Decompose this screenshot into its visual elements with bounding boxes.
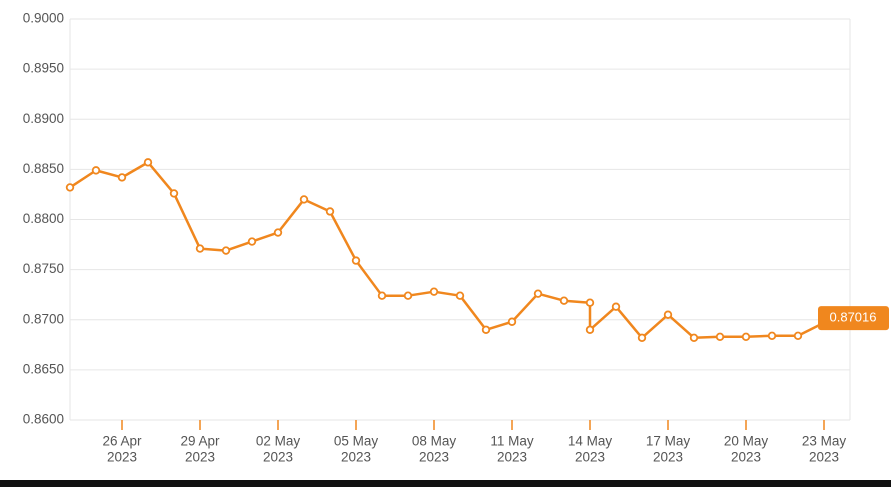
point: [455, 291, 465, 300]
point: [169, 189, 179, 198]
y-tick-label: 0.8800: [23, 211, 64, 226]
x-tick-label: 20 May: [724, 434, 769, 449]
point: [585, 325, 595, 334]
y-tick-label: 0.8850: [23, 161, 64, 176]
x-tick-label: 14 May: [568, 434, 613, 449]
point: [533, 289, 543, 298]
x-tick-label: 23 May: [802, 434, 847, 449]
point: [195, 244, 205, 253]
x-tick-year: 2023: [653, 450, 683, 465]
point: [611, 302, 621, 311]
y-tick-label: 0.8600: [23, 412, 64, 427]
point: [793, 331, 803, 340]
x-tick-year: 2023: [497, 450, 527, 465]
point: [715, 332, 725, 341]
point: [767, 331, 777, 340]
x-tick-year: 2023: [575, 450, 605, 465]
point: [143, 158, 153, 167]
y-tick-label: 0.8650: [23, 361, 64, 376]
y-tick-label: 0.8900: [23, 111, 64, 126]
point: [741, 332, 751, 341]
point: [637, 333, 647, 342]
bottom-bar: [0, 480, 891, 487]
last-value-label: 0.87016: [830, 310, 877, 325]
point: [663, 310, 673, 319]
point: [221, 246, 231, 255]
point: [351, 256, 361, 265]
x-tick-label: 17 May: [646, 434, 691, 449]
point: [117, 173, 127, 182]
x-tick-label: 05 May: [334, 434, 379, 449]
point: [559, 296, 569, 305]
point: [429, 287, 439, 296]
y-tick-label: 0.9000: [23, 11, 64, 26]
y-tick-label: 0.8700: [23, 311, 64, 326]
point: [585, 298, 595, 307]
point: [65, 183, 75, 192]
y-tick-label: 0.8750: [23, 261, 64, 276]
x-tick-year: 2023: [731, 450, 761, 465]
point: [91, 166, 101, 175]
x-tick-year: 2023: [341, 450, 371, 465]
x-tick-year: 2023: [419, 450, 449, 465]
y-tick-label: 0.8950: [23, 61, 64, 76]
x-tick-label: 26 Apr: [102, 434, 142, 449]
x-tick-year: 2023: [185, 450, 215, 465]
x-tick-year: 2023: [107, 450, 137, 465]
point: [403, 291, 413, 300]
x-tick-label: 11 May: [490, 434, 534, 449]
point: [273, 228, 283, 237]
point: [299, 195, 309, 204]
point: [247, 237, 257, 246]
x-tick-year: 2023: [263, 450, 293, 465]
last-value-box: [818, 306, 889, 331]
point: [325, 207, 335, 216]
point: [689, 333, 699, 342]
point: [377, 291, 387, 300]
x-tick-label: 29 Apr: [180, 434, 220, 449]
point: [507, 317, 517, 326]
x-tick-year: 2023: [809, 450, 839, 465]
point: [481, 325, 491, 334]
x-tick-label: 08 May: [412, 434, 457, 449]
line: [69, 161, 852, 340]
x-tick-label: 02 May: [256, 434, 301, 449]
